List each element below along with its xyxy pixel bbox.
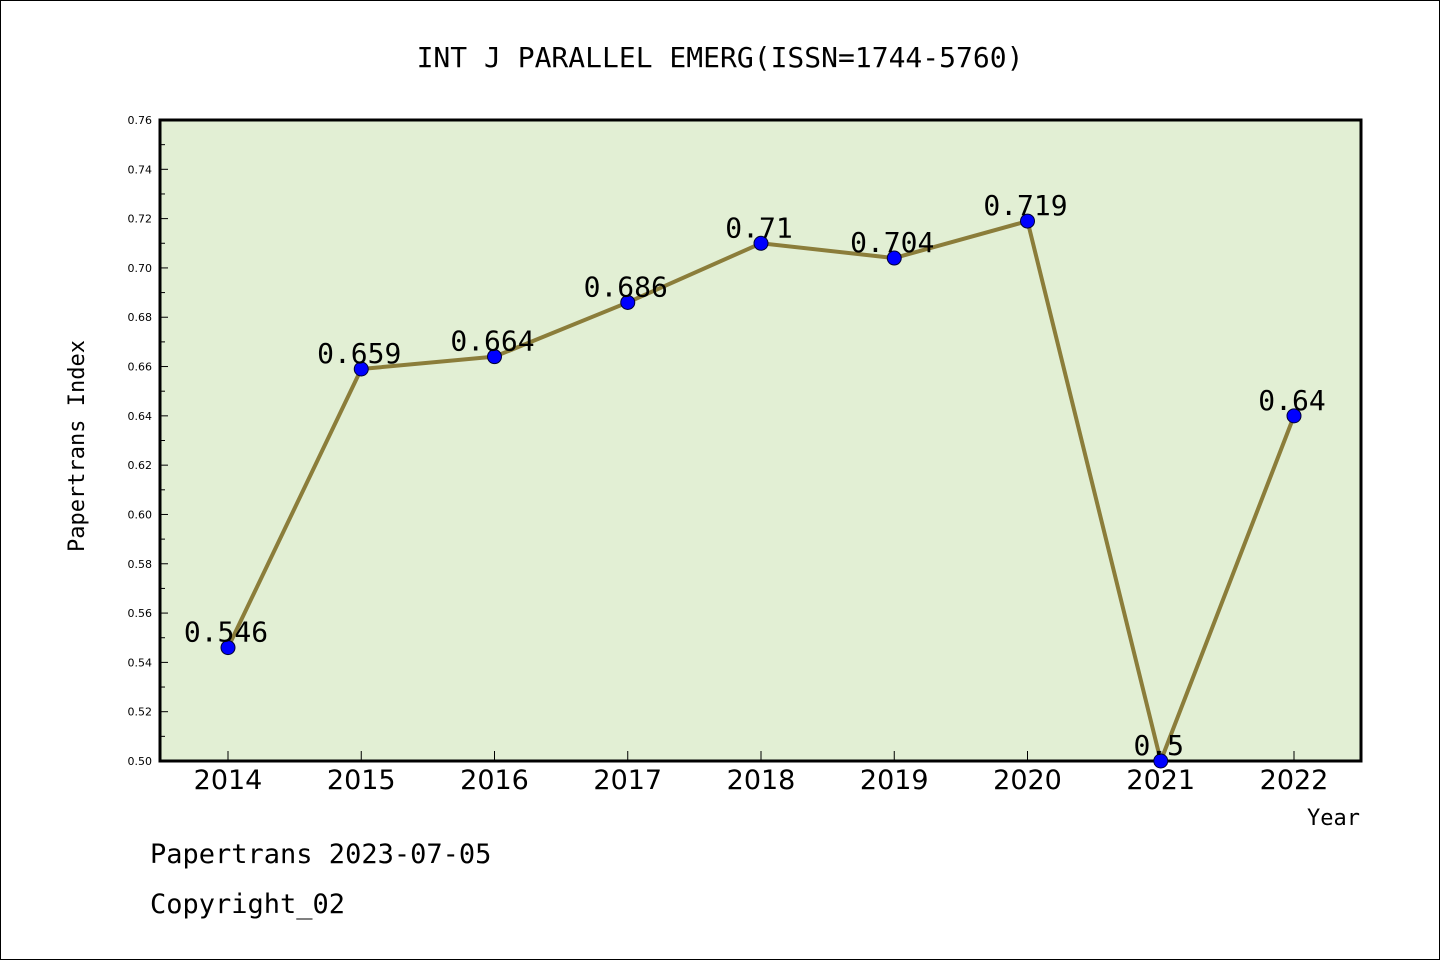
y-tick-label: 0.76 [128, 114, 153, 127]
y-axis-label: Papertrans Index [65, 340, 90, 552]
data-point-marker [886, 250, 902, 266]
data-label: 0.686 [584, 270, 668, 303]
y-tick-label: 0.68 [128, 311, 153, 324]
data-label: 0.64 [1258, 384, 1325, 417]
data-label: 0.704 [850, 226, 934, 259]
series-markers [220, 213, 1302, 769]
data-point-marker [487, 349, 502, 365]
x-tick-label: 2016 [460, 765, 529, 796]
data-label: 0.5 [1133, 729, 1184, 762]
x-axis-label: Year [1307, 806, 1360, 831]
plot-area [158, 118, 1363, 763]
data-label: 0.719 [983, 189, 1067, 222]
y-tick-label: 0.50 [128, 755, 153, 768]
data-label: 0.71 [725, 211, 792, 244]
footer-date-text: Papertrans 2023-07-05 [150, 839, 491, 870]
data-labels: 0.546 0.659 0.664 0.686 0.71 0.704 0.719 0.5 0.6… [184, 189, 1326, 762]
y-tick-label: 0.74 [128, 163, 153, 176]
y-tick-label: 0.66 [128, 361, 153, 374]
x-tick-label: 2015 [327, 765, 396, 796]
data-point-marker [220, 640, 236, 656]
data-point-marker [1153, 753, 1169, 769]
x-tick-label: 2014 [194, 765, 263, 796]
chart-title: INT J PARALLEL EMERG(ISSN=1744-5760) [417, 41, 1024, 74]
y-tick-label: 0.54 [128, 656, 153, 669]
data-point-marker [1286, 408, 1302, 424]
y-tick-label: 0.52 [128, 706, 153, 719]
x-tick-label: 2018 [727, 765, 796, 796]
footer-copyright-text: Copyright_02 [150, 889, 345, 920]
x-tick-label: 2020 [993, 765, 1062, 796]
data-point-marker [353, 361, 369, 377]
x-tick-label: 2022 [1260, 765, 1329, 796]
x-tick-label: 2021 [1126, 765, 1195, 796]
data-point-marker [1020, 213, 1035, 229]
y-tick-label: 0.64 [128, 410, 153, 423]
data-point-marker [620, 294, 636, 310]
y-tick-label: 0.60 [128, 508, 153, 521]
y-axis-ticks: 0.50 0.52 0.54 0.56 0.58 0.60 0.62 0.64 0.66 0.68… [128, 114, 168, 768]
data-label: 0.546 [184, 616, 268, 649]
y-tick-label: 0.58 [128, 558, 153, 571]
data-point-marker [753, 235, 769, 251]
y-tick-label: 0.70 [128, 262, 153, 275]
x-tick-label: 2019 [860, 765, 929, 796]
y-tick-label: 0.62 [128, 459, 153, 472]
data-label: 0.659 [317, 337, 401, 370]
x-tick-label: 2017 [593, 765, 662, 796]
data-label: 0.664 [450, 325, 534, 358]
x-axis-ticks: 2014 2015 2016 2017 2018 2019 2020 2021 2022 [194, 751, 1329, 796]
y-tick-label: 0.56 [128, 607, 153, 620]
y-tick-label: 0.72 [128, 213, 153, 226]
